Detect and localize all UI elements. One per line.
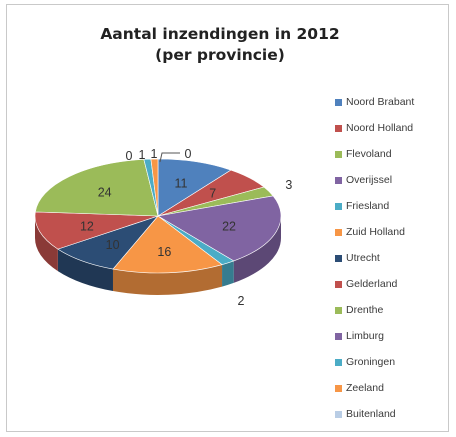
pie-slice-zuid-holland (112, 215, 223, 274)
data-label-buitenland: 0 (185, 147, 192, 161)
pie-slice-gelderland (34, 211, 159, 250)
legend-label: Noord Holland (346, 122, 414, 134)
legend-label: Drenthe (346, 304, 384, 316)
legend: Noord Brabant Noord Holland Flevoland Overi… (335, 89, 450, 427)
data-label-noord-holland: 7 (209, 186, 216, 200)
pie-side-gelderland (35, 216, 58, 272)
legend-label: Limburg (346, 330, 384, 342)
legend-item-groningen: Groningen (335, 349, 450, 375)
pie-slice-noord-brabant (157, 158, 232, 217)
legend-item-noord-brabant: Noord Brabant (335, 89, 450, 115)
pie-slice-drenthe (34, 159, 159, 217)
pie-side-zuid-holland (112, 264, 223, 295)
legend-swatch (335, 410, 342, 418)
legend-item-utrecht: Utrecht (335, 245, 450, 271)
legend-swatch (335, 280, 342, 288)
pie-side-walls (35, 216, 281, 295)
legend-label: Utrecht (346, 252, 380, 264)
pie-side-overijssel (233, 216, 281, 283)
data-label-drenthe: 24 (98, 186, 112, 200)
legend-swatch (335, 254, 342, 262)
legend-label: Groningen (346, 356, 396, 368)
data-label-groningen: 1 (139, 148, 146, 162)
legend-swatch (335, 150, 342, 158)
chart-subtitle: (per provincie) (155, 46, 285, 64)
legend-swatch (335, 358, 342, 366)
legend-item-friesland: Friesland (335, 193, 450, 219)
legend-swatch (335, 176, 342, 184)
legend-label: Noord Brabant (346, 96, 415, 108)
data-label-zeeland: 1 (151, 147, 158, 161)
legend-label: Overijssel (346, 174, 393, 186)
data-label-gelderland: 12 (80, 220, 94, 234)
data-label-noord-brabant: 11 (175, 176, 188, 190)
pie-slice-overijssel (157, 195, 282, 262)
legend-label: Zuid Holland (346, 226, 405, 238)
chart-title-block: Aantal inzendingen in 2012 (per provinci… (70, 24, 370, 66)
legend-item-zeeland: Zeeland (335, 375, 450, 401)
legend-item-limburg: Limburg (335, 323, 450, 349)
legend-swatch (335, 306, 342, 314)
data-label-utrecht: 10 (106, 238, 120, 252)
data-label-limburg: 0 (126, 149, 133, 163)
leader-line-buitenland (159, 152, 180, 163)
data-label-zuid-holland: 16 (157, 245, 171, 259)
legend-item-noord-holland: Noord Holland (335, 115, 450, 141)
legend-swatch (335, 228, 342, 236)
data-label-friesland: 2 (238, 294, 245, 308)
legend-swatch (335, 202, 342, 210)
pie-slice-zeeland (150, 158, 159, 217)
legend-item-flevoland: Flevoland (335, 141, 450, 167)
legend-label: Gelderland (346, 278, 398, 290)
legend-swatch (335, 384, 342, 392)
legend-swatch (335, 332, 342, 340)
legend-item-gelderland: Gelderland (335, 271, 450, 297)
legend-swatch (335, 124, 342, 132)
legend-swatch (335, 98, 342, 106)
legend-label: Flevoland (346, 148, 392, 160)
legend-item-drenthe: Drenthe (335, 297, 450, 323)
chart-title: Aantal inzendingen in 2012 (100, 25, 340, 43)
data-label-overijssel: 22 (222, 220, 236, 234)
legend-label: Buitenland (346, 408, 396, 420)
pie-side-friesland (222, 260, 234, 287)
pie-side-utrecht (57, 249, 113, 292)
legend-label: Friesland (346, 200, 390, 212)
data-label-flevoland: 3 (285, 178, 292, 192)
legend-item-buitenland: Buitenland (335, 401, 450, 427)
legend-label: Zeeland (346, 382, 384, 394)
legend-item-zuid-holland: Zuid Holland (335, 219, 450, 245)
legend-item-overijssel: Overijssel (335, 167, 450, 193)
